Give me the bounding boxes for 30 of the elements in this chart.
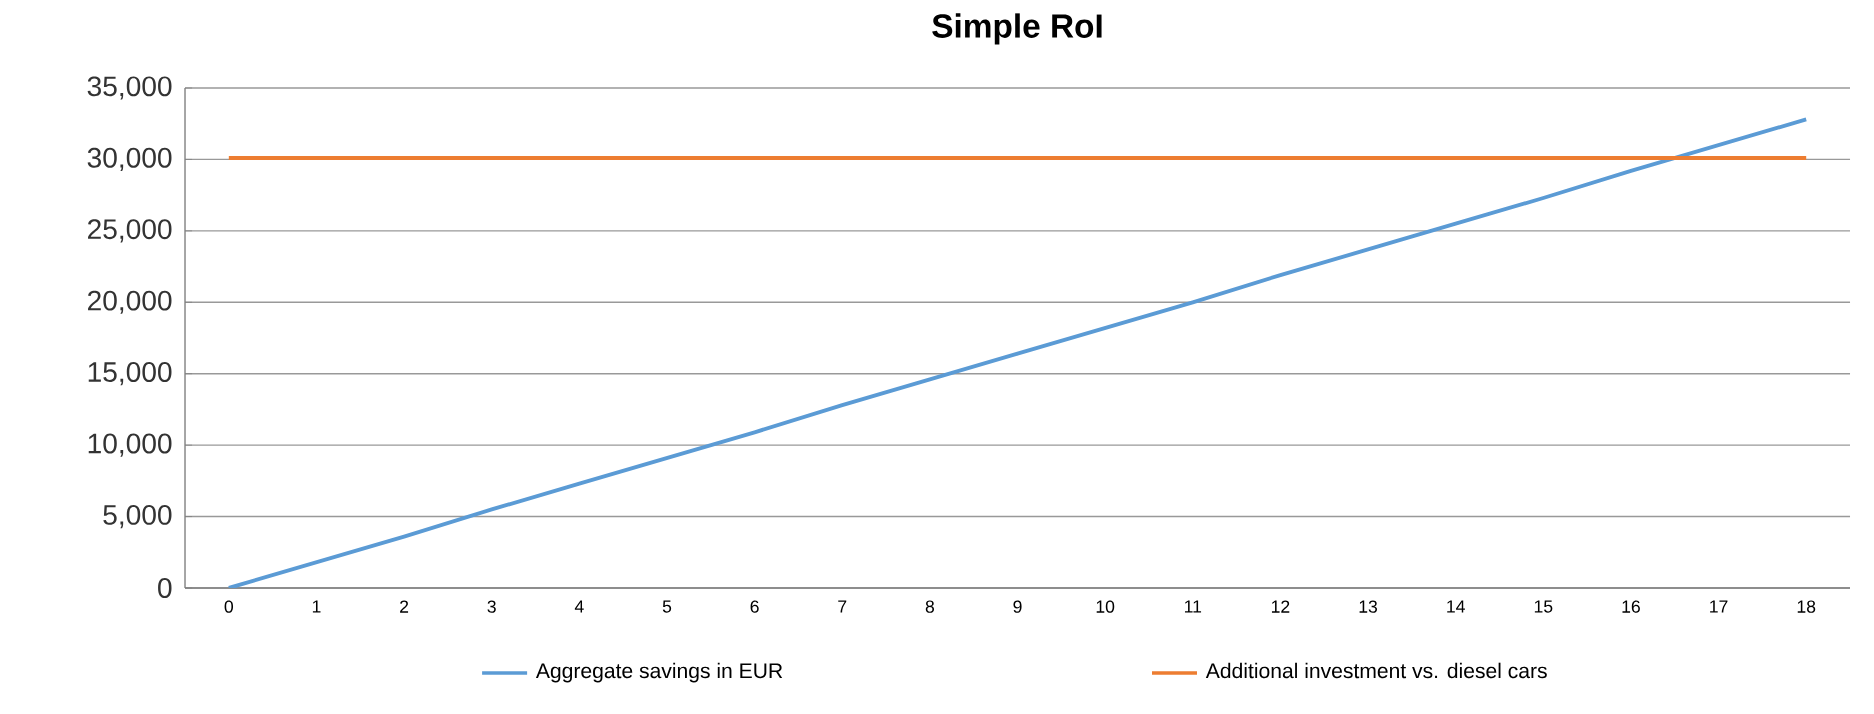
x-tick-label: 1 — [312, 600, 321, 613]
x-tick-label: 10 — [1096, 600, 1115, 613]
x-tick-label: 14 — [1447, 600, 1465, 613]
y-tick-label: 30,000 — [87, 147, 172, 172]
x-tick-label: 11 — [1184, 600, 1202, 613]
legend-label: Aggregate savings in EUR — [535, 662, 783, 683]
chart-title: Simple RoI — [932, 13, 1102, 45]
x-tick-label: 7 — [838, 600, 847, 613]
x-tick-label: 3 — [487, 600, 496, 613]
x-tick-label: 0 — [224, 600, 234, 613]
x-tick-label: 5 — [662, 600, 672, 613]
y-tick-label: 25,000 — [88, 219, 172, 243]
y-tick-label: 35,000 — [87, 76, 172, 100]
x-tick-label: 2 — [400, 600, 409, 613]
y-tick-label: 0 — [158, 578, 172, 598]
x-tick-label: 18 — [1797, 600, 1816, 613]
x-tick-label: 9 — [1013, 600, 1022, 613]
x-tick-label: 4 — [574, 600, 584, 613]
x-tick-label: 12 — [1271, 600, 1290, 613]
x-tick-label: 13 — [1359, 600, 1378, 613]
y-tick-label: 10,000 — [88, 433, 172, 457]
x-tick-label: 15 — [1534, 600, 1553, 613]
y-tick-label: 5,000 — [103, 504, 172, 529]
y-tick-label: 20,000 — [88, 290, 172, 314]
x-tick-label: 17 — [1710, 600, 1728, 613]
x-tick-label: 16 — [1622, 600, 1640, 613]
x-tick-label: 8 — [925, 600, 935, 613]
y-tick-label: 15,000 — [88, 362, 172, 386]
legend-label: Additional investment vs. diesel cars — [1205, 662, 1547, 679]
x-tick-label: 6 — [750, 600, 759, 613]
